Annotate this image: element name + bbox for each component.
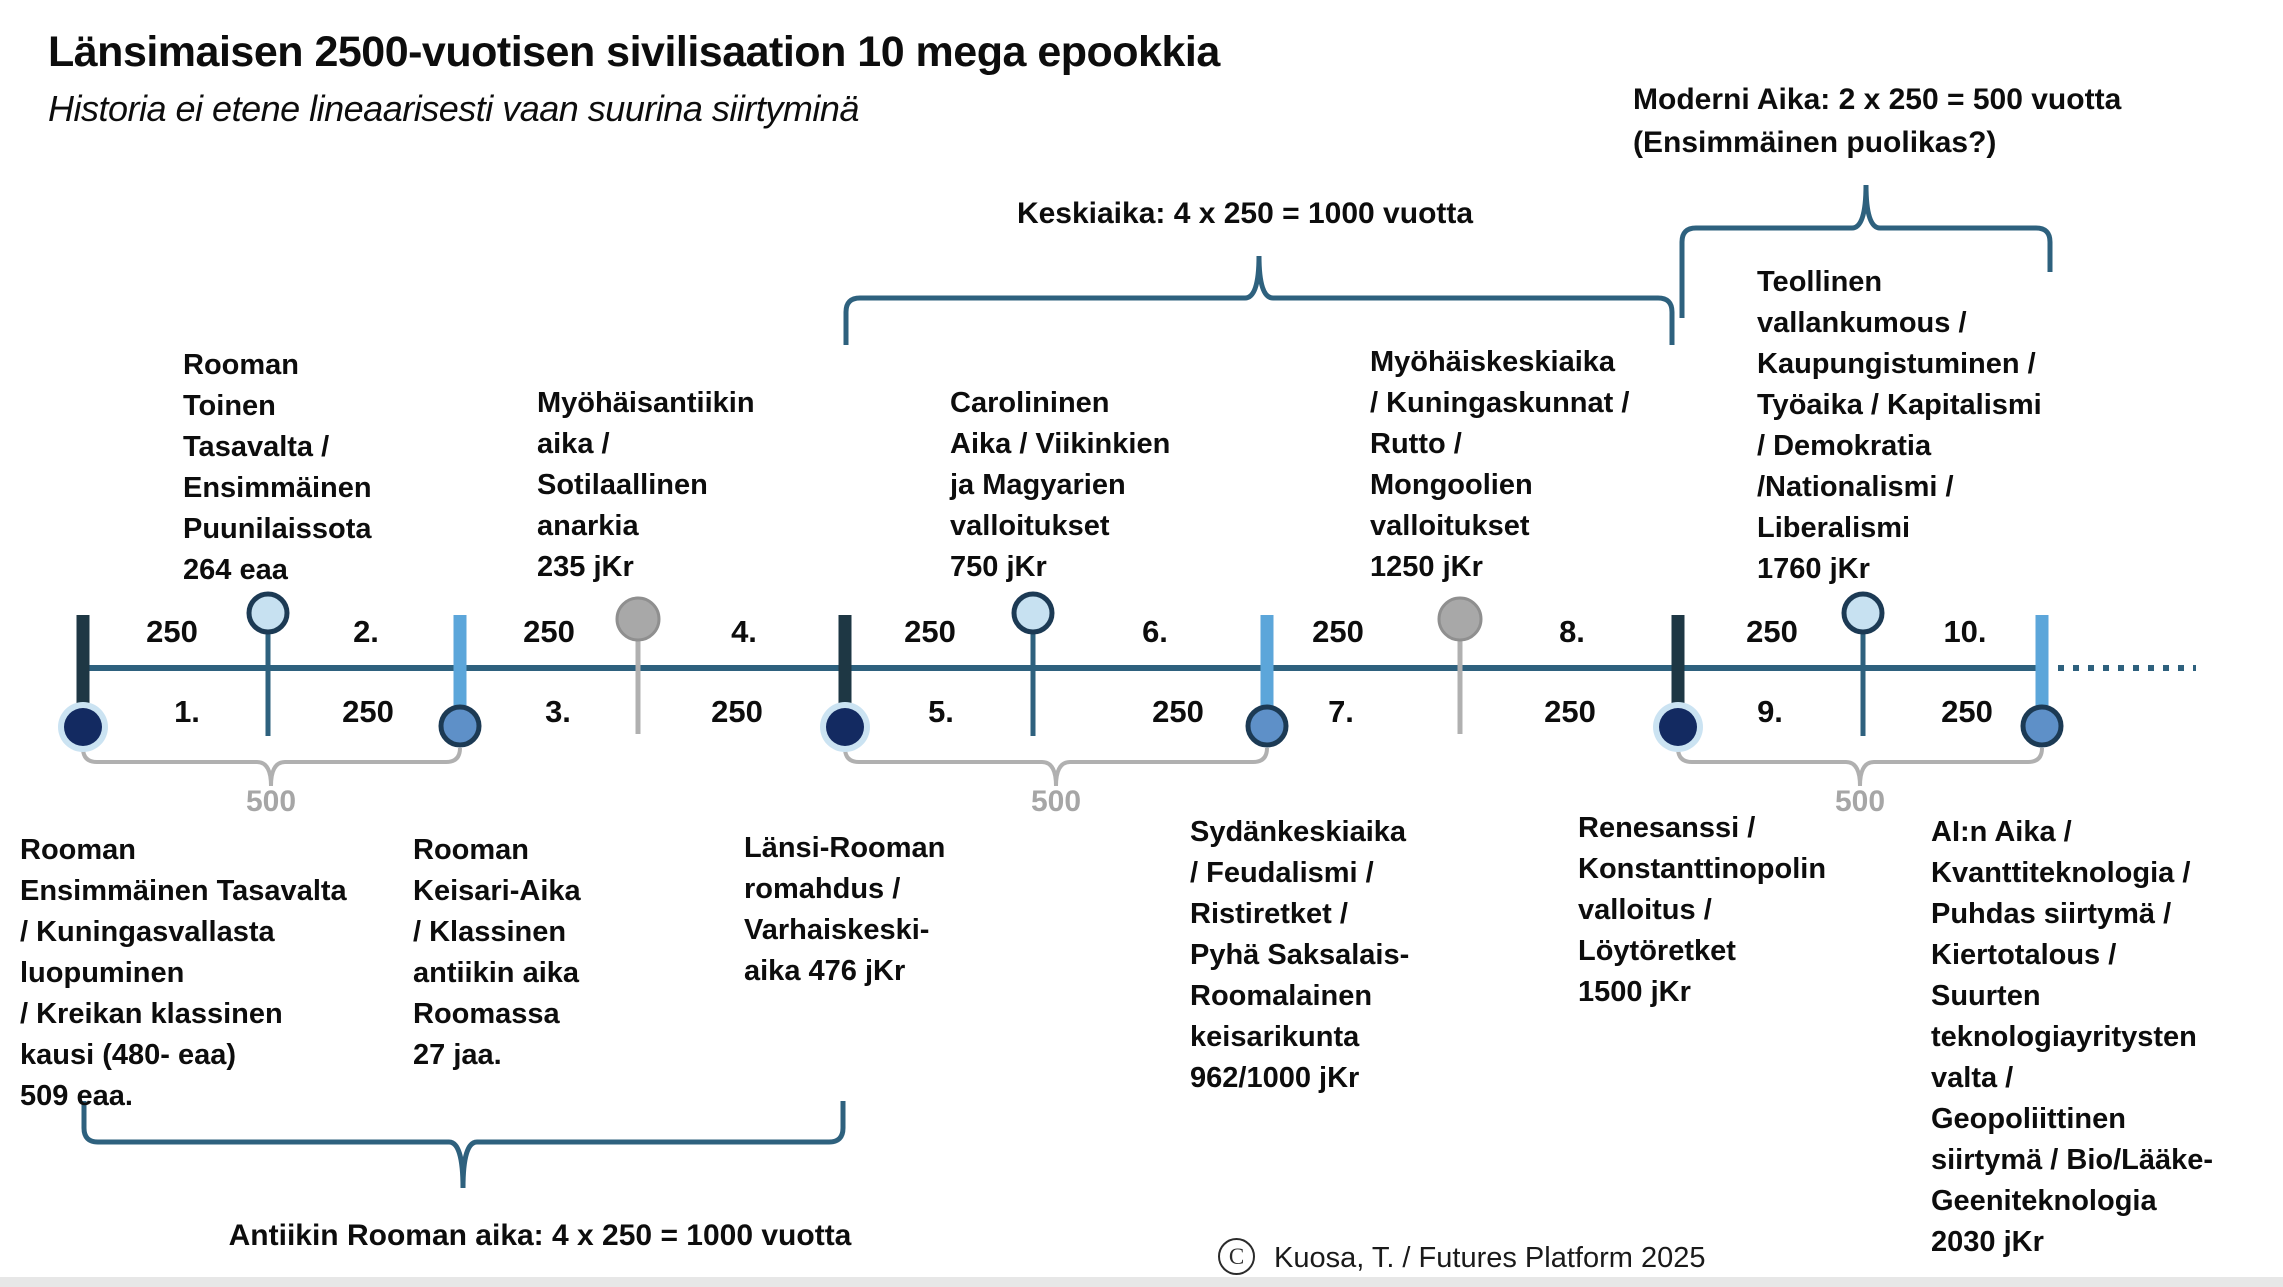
epoch-number-8: 8. bbox=[1559, 614, 1585, 649]
epoch-label-9: Renesanssi / Konstanttinopolin valloitus… bbox=[1578, 812, 1827, 1008]
navy-dot-1 bbox=[64, 708, 102, 746]
era-label-middle-ages: Keskiaika: 4 x 250 = 1000 vuotta bbox=[1016, 197, 1474, 230]
interval-250-2: 250 bbox=[342, 694, 394, 729]
epoch-label-2: Rooman Toinen Tasavalta / Ensimmäinen Pu… bbox=[183, 349, 372, 586]
era-brace-antiquity bbox=[81, 1101, 846, 1189]
epoch-label-6: Carolininen Aika / Viikinkien ja Magyari… bbox=[950, 387, 1171, 583]
interval-250-7: 250 bbox=[1312, 614, 1364, 649]
copyright-text: Kuosa, T. / Futures Platform 2025 bbox=[1274, 1242, 1706, 1274]
group-brace-500-2 bbox=[843, 747, 1269, 787]
epoch-label-1: Rooman Ensimmäinen Tasavalta / Kuningasv… bbox=[20, 834, 347, 1112]
epoch-label-8: Myöhäiskeskiaika / Kuningaskunnat / Rutt… bbox=[1370, 346, 1630, 583]
interval-250-4: 250 bbox=[711, 694, 763, 729]
epoch-number-9: 9. bbox=[1757, 694, 1783, 729]
interval-250-8: 250 bbox=[1544, 694, 1596, 729]
interval-250-10: 250 bbox=[1941, 694, 1993, 729]
epoch-number-1: 1. bbox=[174, 694, 200, 729]
epoch-number-7: 7. bbox=[1328, 694, 1354, 729]
pin-head-250-3 bbox=[1841, 591, 1885, 635]
mid-era-bar-end bbox=[2035, 615, 2049, 712]
interval-250-6: 250 bbox=[1152, 694, 1204, 729]
pin-head-750-2 bbox=[1437, 596, 1483, 642]
page-title: Länsimaisen 2500-vuotisen sivilisaation … bbox=[48, 28, 1220, 76]
group-500-label-2: 500 bbox=[1030, 785, 1082, 818]
interval-250-9: 250 bbox=[1746, 614, 1798, 649]
interval-250-1: 250 bbox=[146, 614, 198, 649]
interval-250-5: 250 bbox=[904, 614, 956, 649]
pin-head-250-1 bbox=[246, 591, 290, 635]
epoch-number-2: 2. bbox=[353, 614, 379, 649]
epoch-start-bar-5 bbox=[838, 615, 852, 712]
epoch-number-5: 5. bbox=[928, 694, 954, 729]
era-brace-modern bbox=[1679, 184, 2053, 318]
group-brace-500-1 bbox=[81, 747, 462, 787]
era-brace-middle-ages bbox=[843, 255, 1675, 345]
epoch-label-5: Länsi-Rooman romahdus / Varhaiskeski- ai… bbox=[744, 832, 946, 987]
copyright-symbol: C bbox=[1228, 1243, 1245, 1269]
blue-dot-3 bbox=[2020, 704, 2064, 748]
pin-head-250-2 bbox=[1011, 591, 1055, 635]
group-brace-500-3 bbox=[1676, 747, 2044, 787]
group-500-label-3: 500 bbox=[1834, 785, 1886, 818]
navy-dot-2 bbox=[826, 708, 864, 746]
era-label-modern: Moderni Aika: 2 x 250 = 500 vuotta (Ensi… bbox=[1633, 83, 2122, 159]
epoch-start-bar-1 bbox=[76, 615, 90, 712]
epoch-number-10: 10. bbox=[1943, 614, 1987, 649]
epoch-number-4: 4. bbox=[731, 614, 757, 649]
pin-head-750-1 bbox=[615, 596, 661, 642]
epoch-label-ai-era: AI:n Aika / Kvanttiteknologia / Puhdas s… bbox=[1931, 816, 2214, 1258]
epoch-label-7: Sydänkeskiaika / Feudalismi / Ristiretke… bbox=[1190, 816, 1410, 1094]
epoch-label-10: Teollinen vallankumous / Kaupungistumine… bbox=[1757, 266, 2042, 585]
mid-era-bar-3 bbox=[453, 615, 467, 712]
epoch-number-6: 6. bbox=[1142, 614, 1168, 649]
epoch-start-bar-9 bbox=[1671, 615, 1685, 712]
navy-dot-3 bbox=[1659, 708, 1697, 746]
page-subtitle: Historia ei etene lineaarisesti vaan suu… bbox=[48, 88, 859, 129]
interval-250-3: 250 bbox=[523, 614, 575, 649]
epoch-label-4: Myöhäisantiikin aika / Sotilaallinen ana… bbox=[537, 387, 755, 583]
copyright-icon: C bbox=[1218, 1238, 1255, 1275]
mid-era-bar-7 bbox=[1260, 615, 1274, 712]
epoch-number-3: 3. bbox=[545, 694, 571, 729]
era-label-antiquity: Antiikin Rooman aika: 4 x 250 = 1000 vuo… bbox=[228, 1219, 852, 1252]
epoch-label-3: Rooman Keisari-Aika / Klassinen antiikin… bbox=[413, 834, 581, 1071]
group-500-label-1: 500 bbox=[245, 785, 297, 818]
footer-strip bbox=[0, 1277, 2283, 1287]
blue-dot-2 bbox=[1245, 704, 1289, 748]
blue-dot-1 bbox=[438, 704, 482, 748]
